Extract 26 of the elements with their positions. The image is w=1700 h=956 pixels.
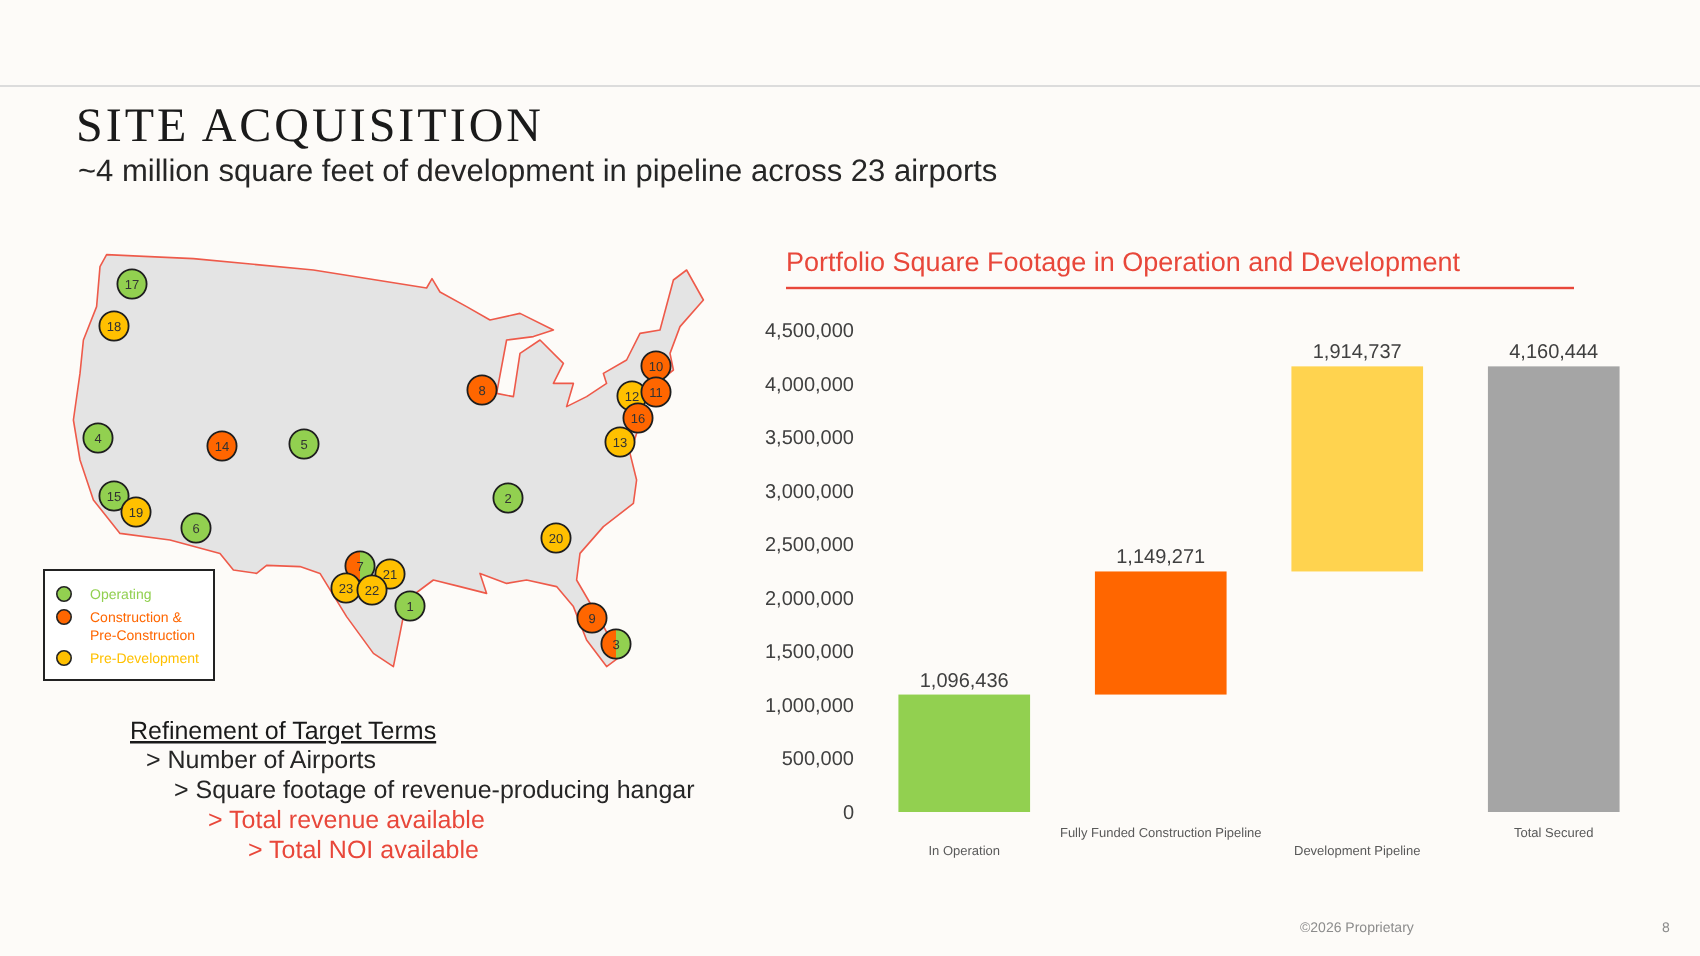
text: > Number of Airports: [146, 746, 376, 774]
bar: [1487, 366, 1620, 812]
data-label: 1,914,737: [1312, 342, 1403, 365]
data-label: 4,160,444: [1509, 342, 1600, 365]
text: SITE ACQUISITION: [76, 101, 544, 153]
text: ~4 million square feet of development in pipeline across 23 airports: [78, 155, 998, 189]
data-label: 1,149,271: [1116, 547, 1207, 570]
bar: [1291, 366, 1424, 572]
bar: [898, 694, 1031, 812]
y-tick-label: 500,000: [781, 749, 855, 772]
y-tick-label: 4,500,000: [765, 321, 855, 343]
y-tick-label: 3,500,000: [765, 428, 855, 451]
y-tick-label: 1,500,000: [765, 642, 855, 665]
y-tick-label: 2,000,000: [765, 588, 855, 611]
data-label: 1,096,436: [919, 670, 1010, 693]
bar: [1094, 571, 1227, 695]
y-tick-label: 2,500,000: [765, 535, 855, 558]
text: > Square footage of revenue-producing hangar: [174, 776, 695, 804]
y-tick-label: 1,000,000: [765, 695, 855, 718]
text: > Total revenue available: [208, 806, 485, 834]
chart-title: Portfolio Square Footage in Operation and Development: [786, 247, 1461, 277]
y-tick-label: 0: [842, 803, 855, 825]
text: > Total NOI available: [248, 836, 480, 864]
y-tick-label: 4,000,000: [765, 374, 855, 397]
y-tick-label: 3,000,000: [765, 481, 855, 504]
text: Refinement of Target Terms: [130, 717, 437, 745]
